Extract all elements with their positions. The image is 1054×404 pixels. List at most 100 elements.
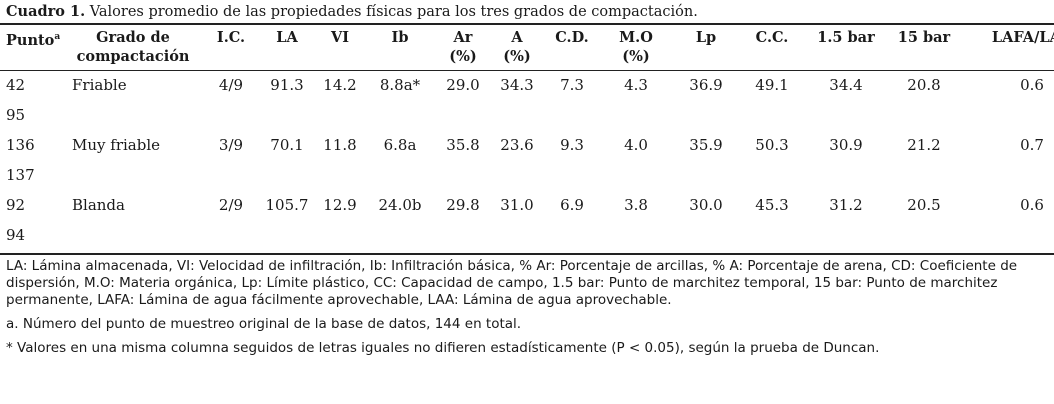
column-header: LAFA/LAA xyxy=(960,26,1054,70)
table-cell: 7.3 xyxy=(560,76,584,94)
table-cell: 8.8a* xyxy=(379,76,421,94)
table-cell xyxy=(960,220,1054,250)
table-cell xyxy=(364,220,436,250)
header-line1: 15 bar xyxy=(897,29,951,46)
table-cell: 6.8a xyxy=(383,136,417,154)
table-cell: 35.8 xyxy=(446,136,480,154)
table-cell: 11.8 xyxy=(323,136,357,154)
header-line1: A xyxy=(511,29,523,46)
table-cell: 50.3 xyxy=(755,136,789,154)
header-line1: LA xyxy=(276,29,298,46)
footnote-star: * Valores en una misma columna seguidos … xyxy=(6,340,880,356)
table-cell xyxy=(258,160,316,190)
table-cell: 4.0 xyxy=(624,136,648,154)
table-cell xyxy=(960,160,1054,190)
table-row: 137 xyxy=(0,160,1054,190)
table-cell xyxy=(672,220,740,250)
table-cell: 29.0 xyxy=(446,76,480,94)
table-cell xyxy=(672,160,740,190)
table-cell: 6.9 xyxy=(560,196,584,214)
table-row: 42 Friable 4/9 91.3 14.2 8.8a* 29.0 34.3 7.3 4.3 3… xyxy=(0,70,1054,100)
header-line1: VI xyxy=(330,29,350,46)
table-cell: 31.0 xyxy=(500,196,534,214)
table-cell: 3/9 xyxy=(218,136,244,154)
header-line1: M.O xyxy=(619,29,653,46)
table-cell: 35.9 xyxy=(689,136,723,154)
column-header: M.O (%) xyxy=(600,26,672,70)
header-line1: Punto xyxy=(6,31,55,49)
table-cell xyxy=(544,160,600,190)
table-cell: 3.8 xyxy=(624,196,648,214)
table-cell xyxy=(316,100,364,130)
properties-table: Puntoa Grado de compactación I.C. LA VI Ib Ar (%… xyxy=(0,26,1054,250)
table-cell: Muy friable xyxy=(72,136,161,154)
table-cell: 45.3 xyxy=(755,196,789,214)
table-cell: 70.1 xyxy=(270,136,304,154)
column-header: C.D. xyxy=(544,26,600,70)
table-cell xyxy=(204,100,258,130)
caption-text: Valores promedio de las propiedades físi… xyxy=(85,4,698,20)
table-cell: 94 xyxy=(6,226,26,244)
header-row: Puntoa Grado de compactación I.C. LA VI Ib Ar (%… xyxy=(0,26,1054,70)
table-cell: 9.3 xyxy=(560,136,584,154)
table-cell xyxy=(316,160,364,190)
table-cell xyxy=(600,100,672,130)
table-cell xyxy=(600,220,672,250)
table-cell xyxy=(204,160,258,190)
table-cell: 30.9 xyxy=(829,136,863,154)
table-cell xyxy=(436,220,490,250)
table-cell: 0.6 xyxy=(1020,196,1044,214)
table-cell xyxy=(364,160,436,190)
table-cell xyxy=(490,220,544,250)
table-cell xyxy=(62,100,204,130)
column-header: VI xyxy=(316,26,364,70)
table-cell xyxy=(740,100,804,130)
header-line2: (%) xyxy=(449,48,477,65)
table-cell: 4/9 xyxy=(218,76,244,94)
column-header: I.C. xyxy=(204,26,258,70)
abbreviations-note: LA: Lámina almacenada, VI: Velocidad de … xyxy=(6,258,1018,308)
table-cell: 2/9 xyxy=(218,196,244,214)
table-cell: 105.7 xyxy=(265,196,309,214)
table-cell: Friable xyxy=(72,76,127,94)
column-header: Ar (%) xyxy=(436,26,490,70)
header-line1: 1.5 bar xyxy=(817,29,875,46)
column-header: 15 bar xyxy=(888,26,960,70)
column-header: C.C. xyxy=(740,26,804,70)
table-cell xyxy=(804,160,888,190)
column-header: Lp xyxy=(672,26,740,70)
table-cell: 24.0b xyxy=(378,196,422,214)
header-line1: Ar xyxy=(453,29,473,46)
table-cell xyxy=(888,220,960,250)
table-cell: 34.3 xyxy=(500,76,534,94)
header-line2: (%) xyxy=(622,48,650,65)
table-cell xyxy=(62,220,204,250)
header-line1: Lp xyxy=(695,29,717,46)
header-line2: (%) xyxy=(503,48,531,65)
table-cell xyxy=(888,160,960,190)
table-cell xyxy=(804,100,888,130)
table-cell: 0.7 xyxy=(1020,136,1044,154)
header-superscript: a xyxy=(54,32,61,42)
table-cell xyxy=(544,100,600,130)
table-cell xyxy=(740,160,804,190)
table-cell xyxy=(364,100,436,130)
header-line1: LAFA/LAA xyxy=(991,29,1054,46)
table-cell xyxy=(436,160,490,190)
table-cell xyxy=(490,160,544,190)
table-cell xyxy=(600,160,672,190)
table-row: 94 xyxy=(0,220,1054,250)
header-line1: C.D. xyxy=(555,29,589,46)
table-notes: LA: Lámina almacenada, VI: Velocidad de … xyxy=(6,258,1046,364)
table-cell: 95 xyxy=(6,106,26,124)
table-cell xyxy=(804,220,888,250)
table-cell xyxy=(740,220,804,250)
table-row: 95 xyxy=(0,100,1054,130)
table-cell xyxy=(672,100,740,130)
column-header: Puntoa xyxy=(0,26,62,70)
table-caption: Cuadro 1. Valores promedio de las propie… xyxy=(6,3,698,20)
table-cell xyxy=(490,100,544,130)
table-cell xyxy=(204,220,258,250)
header-line1: Grado de xyxy=(96,29,170,46)
table-cell: 20.5 xyxy=(907,196,941,214)
